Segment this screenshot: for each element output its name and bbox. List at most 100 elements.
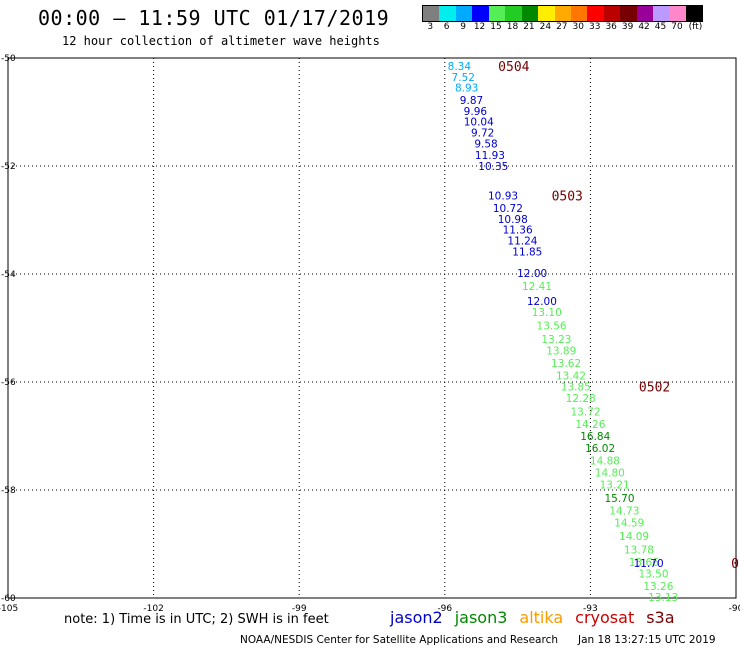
x-tick-label: -96 [437, 604, 452, 614]
color-swatch [472, 6, 489, 21]
wave-height-label: 10.35 [478, 161, 508, 173]
color-scale-label: 15 [490, 22, 502, 32]
satellite-legend-item: altika [519, 608, 564, 627]
y-tick-label: -58 [1, 486, 16, 496]
wave-height-label: 13.66 [629, 557, 659, 569]
wave-height-label: 14.88 [590, 455, 620, 467]
pass-id-annotation: 0504 [498, 60, 529, 75]
wave-height-label: 13.13 [648, 592, 678, 604]
satellite-legend: jason2 jason3 altika cryosat s3a [390, 608, 687, 627]
color-scale-label: 12 [473, 22, 486, 32]
wave-height-label: 9.58 [474, 138, 497, 150]
wave-height-label: 12.41 [522, 281, 552, 293]
satellite-legend-item: jason3 [454, 608, 508, 627]
wave-height-label: 13.26 [643, 581, 673, 593]
color-swatch [455, 6, 473, 21]
color-scale-label: 6 [443, 22, 450, 32]
y-tick-label: -52 [1, 162, 16, 172]
color-swatch [587, 6, 604, 21]
wave-height-label: 13.23 [541, 334, 571, 346]
wave-height-label: 13.78 [624, 544, 654, 556]
x-tick-label: -102 [143, 604, 163, 614]
color-swatch [603, 6, 621, 21]
color-swatch [653, 6, 670, 21]
wave-height-label: 14.09 [619, 531, 649, 543]
color-scale-label: 36 [605, 22, 617, 32]
wave-height-label: 13.62 [551, 358, 581, 370]
pass-id-annotation: 0 [731, 557, 739, 572]
wave-height-label: 9.87 [460, 95, 483, 107]
color-scale-label: 21 [523, 22, 535, 32]
color-swatch [636, 6, 654, 21]
wave-height-label: 13.50 [638, 569, 668, 581]
satellite-legend-item: s3a [646, 608, 675, 627]
y-tick-label: -56 [1, 378, 16, 388]
wave-height-label: 7.52 [452, 72, 475, 84]
color-scale-label: 42 [638, 22, 650, 32]
wave-height-label: 9.72 [471, 128, 494, 140]
color-swatch [570, 6, 588, 21]
color-scale-label: 33 [588, 22, 601, 32]
color-swatch [538, 6, 555, 21]
y-tick-label: -54 [1, 270, 16, 280]
color-swatch [669, 6, 686, 21]
wave-height-label: 13.89 [546, 346, 576, 358]
wave-height-label: 14.26 [575, 419, 605, 431]
color-swatch [554, 6, 571, 21]
x-tick-label: -105 [0, 604, 18, 614]
y-tick-label: -50 [1, 54, 16, 64]
y-tick-label: -60 [1, 594, 16, 604]
pass-id-annotation: 0502 [639, 380, 670, 395]
color-swatch [439, 6, 456, 21]
wave-height-label: 8.93 [455, 83, 478, 95]
x-tick-label: -93 [583, 604, 598, 614]
wave-height-label: 13.10 [532, 307, 562, 319]
color-scale-bar [422, 5, 704, 22]
wave-height-label: 13.42 [556, 371, 586, 383]
color-swatch [423, 6, 440, 21]
footer-timestamp: Jan 18 13:27:15 UTC 2019 [578, 634, 716, 646]
satellite-legend-item: cryosat [575, 608, 635, 627]
wave-height-label: 11.24 [507, 236, 537, 248]
color-scale-label: 30 [572, 22, 584, 32]
wave-height-label: 13.21 [600, 480, 630, 492]
wave-height-label: 13.72 [571, 407, 601, 419]
x-tick-label: -99 [292, 604, 307, 614]
color-swatch [521, 6, 539, 21]
color-scale-label: 70 [671, 22, 683, 32]
wave-height-label: 13.56 [537, 320, 567, 332]
page-title: 00:00 – 11:59 UTC 01/17/2019 [38, 6, 390, 30]
color-swatch [620, 6, 637, 21]
wave-height-label: 14.80 [595, 468, 625, 480]
wave-height-label: 11.93 [475, 150, 505, 162]
wave-height-label: 14.59 [614, 517, 644, 529]
color-scale-label: (ft) [688, 22, 703, 32]
wave-height-label: 10.93 [488, 191, 518, 203]
wave-height-label: 11.85 [512, 246, 542, 258]
wave-height-label: 13.85 [561, 381, 591, 393]
wave-height-label: 10.72 [493, 203, 523, 215]
color-scale-label: 24 [539, 22, 552, 32]
wave-height-label: 16.02 [585, 443, 615, 455]
satellite-legend-item: jason2 [390, 608, 443, 627]
color-swatch [505, 6, 522, 21]
wave-height-label: 14.73 [609, 506, 639, 518]
wave-height-label: 16.84 [580, 431, 610, 443]
wave-height-label: 10.98 [498, 214, 528, 226]
color-scale-label: 9 [460, 22, 466, 32]
page-subtitle: 12 hour collection of altimeter wave hei… [62, 34, 380, 48]
wave-height-label: 15.70 [604, 493, 634, 505]
wave-height-label: 11.36 [503, 225, 533, 237]
wave-height-label: 10.04 [464, 117, 494, 129]
color-scale-label: 45 [654, 22, 667, 32]
wave-height-label: 9.96 [464, 106, 488, 118]
color-scale-label: 39 [621, 22, 634, 32]
pass-id-annotation: 0503 [552, 190, 583, 205]
wave-height-label: 12.00 [517, 268, 547, 280]
footer-credit: NOAA/NESDIS Center for Satellite Applica… [240, 634, 558, 646]
wave-height-label: 12.00 [527, 296, 557, 308]
color-swatch [488, 6, 506, 21]
x-tick-label: -90 [729, 604, 740, 614]
color-swatch [686, 6, 703, 21]
